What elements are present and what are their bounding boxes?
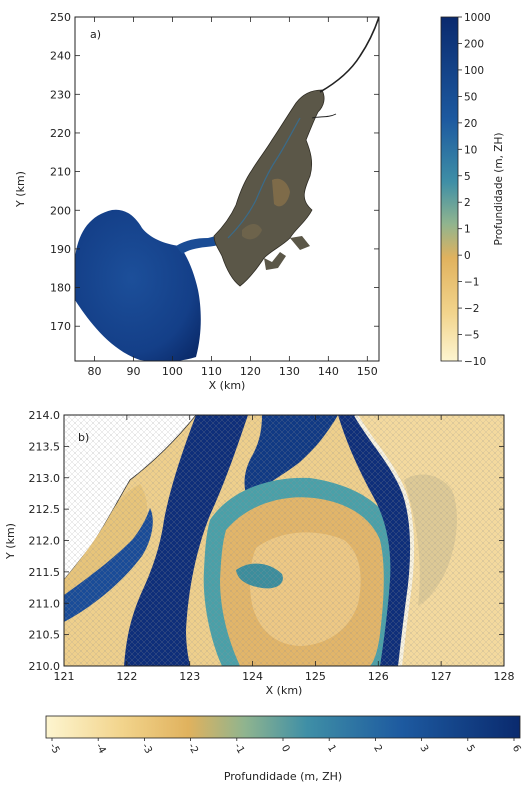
colorbar-b-label: Profundidade (m, ZH) <box>224 770 342 783</box>
x-tick-label: 140 <box>318 365 339 378</box>
panel-b: b) 121 122 123 124 125 126 127 128 210.0 210.5 211… <box>4 409 515 697</box>
colorbar-a-tick-label: −1 <box>464 277 479 289</box>
x-tick-label: 124 <box>242 670 263 683</box>
colorbar-b-tick-label: -2 <box>186 742 201 756</box>
y-tick-label: 230 <box>50 88 71 101</box>
y-tick-label: 212.0 <box>29 535 61 548</box>
panel-a: a) 80 90 100 110 120 130 140 150170180190200210… <box>14 11 505 392</box>
y-tick-label: 210 <box>50 166 71 179</box>
estuary-body <box>213 89 325 287</box>
y-tick-label: 214.0 <box>29 409 61 422</box>
y-tick-label: 211.0 <box>29 597 61 610</box>
tributary-a <box>264 252 286 270</box>
x-tick-label: 128 <box>494 670 515 683</box>
x-tick-label: 80 <box>87 365 101 378</box>
colorbar-a-tick-label: 100 <box>464 65 484 77</box>
colorbar-a-tick-label: 5 <box>464 171 471 183</box>
y-tick-label: 210.5 <box>29 629 61 642</box>
panel-b-axes: 121 122 123 124 125 126 127 128 210.0 210.5 211.0 2… <box>29 409 515 683</box>
colorbar-b-tick-label: 2 <box>371 743 384 754</box>
colorbar-a-tick-label: 1000 <box>464 12 491 24</box>
y-tick-label: 190 <box>50 243 71 256</box>
colorbar-b-ticks: -5 -4 -3 -2 -1 0 1 2 3 5 6 <box>47 738 523 756</box>
x-tick-label: 110 <box>201 365 222 378</box>
colorbar-b: -5 -4 -3 -2 -1 0 1 2 3 5 6 Profundidade (m, ZH) <box>45 715 523 783</box>
mesh-overlay <box>64 415 504 666</box>
tributary-b <box>290 236 310 250</box>
panel-a-xlabel: X (km) <box>209 379 246 392</box>
x-tick-label: 130 <box>279 365 300 378</box>
y-tick-label: 200 <box>50 204 71 217</box>
colorbar-a-tick-label: −5 <box>464 330 479 342</box>
colorbar-a-tick-label: 10 <box>464 144 477 156</box>
colorbar-b-tick-label: -1 <box>232 742 247 756</box>
panel-b-ylabel: Y (km) <box>4 523 17 560</box>
colorbar-b-bar <box>45 715 521 739</box>
colorbar-b-tick-label: 1 <box>325 743 338 754</box>
x-tick-label: 90 <box>126 365 140 378</box>
x-tick-label: 150 <box>357 365 378 378</box>
y-tick-label: 180 <box>50 282 71 295</box>
panel-a-map <box>75 17 379 361</box>
sea-plume <box>75 209 201 361</box>
panel-a-ylabel: Y (km) <box>14 171 27 208</box>
shoal-patch-2 <box>242 224 262 240</box>
x-tick-label: 126 <box>368 670 389 683</box>
colorbar-b-tick-label: 3 <box>417 743 430 754</box>
colorbar-a-label: Profundidade (m, ZH) <box>493 133 505 246</box>
colorbar-b-tick-label: 5 <box>464 743 477 754</box>
colorbar-a-tick-label: −10 <box>464 356 486 368</box>
colorbar-b-tick-label: 0 <box>279 743 292 754</box>
colorbar-b-tick-label: 6 <box>510 743 523 754</box>
panel-a-frame <box>74 16 380 362</box>
colorbar-b-tick-label: -4 <box>93 742 108 756</box>
panel-b-xlabel: X (km) <box>266 684 303 697</box>
x-tick-label: 127 <box>431 670 452 683</box>
colorbar-a-tick-label: 200 <box>464 38 484 50</box>
panel-a-label: a) <box>90 28 101 41</box>
colorbar-a-tick-label: −2 <box>464 303 479 315</box>
panel-b-map <box>64 415 504 666</box>
y-tick-label: 210.0 <box>29 660 61 673</box>
side-river <box>311 113 337 119</box>
y-tick-label: 250 <box>50 11 71 24</box>
x-tick-label: 100 <box>162 365 183 378</box>
y-tick-label: 220 <box>50 127 71 140</box>
colorbar-a-tick-label: 20 <box>464 118 477 130</box>
colorbar-a-tick-label: 2 <box>464 197 471 209</box>
x-tick-label: 120 <box>240 365 261 378</box>
x-tick-label: 123 <box>179 670 200 683</box>
upstream-river <box>319 17 379 93</box>
colorbar-a <box>440 16 459 362</box>
shoal-patch-1 <box>272 178 290 207</box>
y-tick-label: 213.5 <box>29 440 61 453</box>
colorbar-b-tick-label: -3 <box>139 742 154 756</box>
colorbar-b-tick-label: -5 <box>47 742 62 756</box>
y-tick-label: 240 <box>50 50 71 63</box>
colorbar-a-tick-label: 50 <box>464 91 477 103</box>
x-tick-label: 122 <box>116 670 137 683</box>
inner-channel <box>227 117 301 239</box>
y-tick-label: 213.0 <box>29 472 61 485</box>
colorbar-a-tick-label: 1 <box>464 224 471 236</box>
panel-b-label: b) <box>78 431 89 444</box>
x-tick-label: 121 <box>54 670 75 683</box>
colorbar-a-tick-label: 0 <box>464 250 471 262</box>
y-tick-label: 211.5 <box>29 566 61 579</box>
x-tick-label: 125 <box>305 670 326 683</box>
panel-a-axes: 80 90 100 110 120 130 140 150 170 180 190 200 210 220… <box>50 11 379 378</box>
y-tick-label: 170 <box>50 320 71 333</box>
y-tick-label: 212.5 <box>29 503 61 516</box>
